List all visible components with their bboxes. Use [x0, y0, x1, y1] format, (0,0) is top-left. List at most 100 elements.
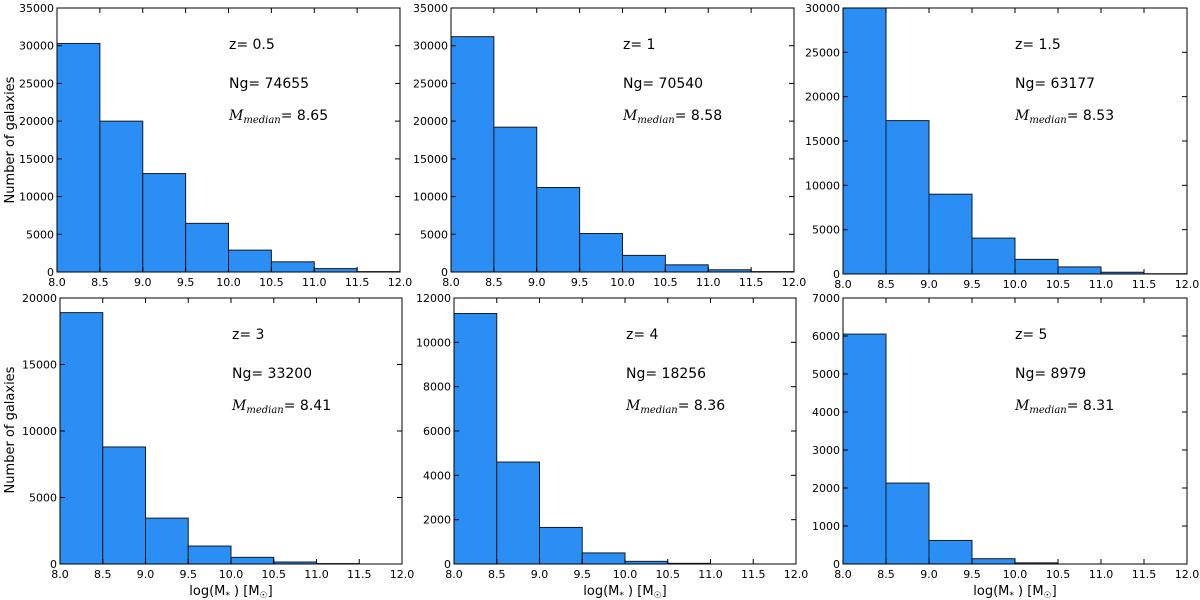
x-tick-label: 9.5: [963, 278, 981, 291]
y-tick-label: 10000: [22, 425, 57, 438]
y-tick-label: 10000: [413, 191, 448, 204]
y-tick-label: 0: [833, 268, 840, 281]
y-tick-label: 30000: [805, 2, 840, 15]
x-tick-label: 10.5: [653, 276, 678, 289]
y-tick-label: 3000: [812, 444, 840, 457]
x-tick-label: 12.0: [1175, 568, 1200, 581]
x-tick-label: 11.5: [739, 276, 764, 289]
histogram-bar: [885, 482, 930, 565]
x-tick-label: 10.5: [1046, 568, 1071, 581]
y-tick-label: 4000: [423, 469, 451, 482]
x-tick-label: 8.0: [834, 278, 852, 291]
histogram-bar: [59, 312, 104, 565]
histogram-bar: [313, 268, 358, 273]
histogram-bar: [453, 313, 498, 565]
x-tick-label: 9.0: [134, 276, 152, 289]
y-tick-label: 20000: [413, 115, 448, 128]
x-tick-label: 11.0: [698, 568, 723, 581]
x-tick-label: 11.0: [696, 276, 721, 289]
x-tick-label: 8.5: [485, 276, 503, 289]
x-tick-label: 10.0: [219, 568, 244, 581]
y-tick-label: 25000: [413, 77, 448, 90]
x-tick-label: 11.5: [347, 568, 372, 581]
x-tick-label: 12.0: [782, 276, 807, 289]
histogram-bar: [56, 42, 101, 273]
panel-z=1.5: 0 5000 10000 15000 20000 25000 30000 8.0 8.5 9.0 9…: [805, 2, 1199, 291]
x-tick-label: 8.5: [94, 568, 112, 581]
y-tick-label: 15000: [22, 359, 57, 372]
galaxy-count-label: Ng= 70540: [623, 76, 703, 92]
median-mass-label: Mmedian= 8.65: [228, 108, 328, 126]
y-tick-label: 2000: [423, 514, 451, 527]
histogram-bar: [971, 558, 1016, 565]
galaxy-count-label: Ng= 74655: [229, 76, 309, 92]
x-tick-label: 10.0: [1003, 278, 1028, 291]
histogram-bar: [496, 461, 540, 565]
histogram-bar: [230, 556, 275, 565]
x-tick-label: 10.0: [613, 568, 638, 581]
histogram-bar: [1057, 266, 1102, 275]
histogram-bar: [971, 237, 1016, 275]
x-tick-label: 11.5: [1132, 568, 1157, 581]
x-tick-label: 10.5: [262, 568, 287, 581]
histogram-bar: [842, 7, 887, 275]
y-tick-label: 5000: [812, 368, 840, 381]
y-tick-label: 20000: [22, 292, 57, 305]
x-tick-label: 9.0: [531, 568, 549, 581]
x-tick-label: 11.5: [1132, 278, 1157, 291]
histogram-bar: [539, 526, 583, 565]
histogram-bar: [142, 173, 187, 273]
y-tick-label: 0: [833, 558, 840, 571]
x-tick-label: 10.0: [1003, 568, 1028, 581]
histogram-bar: [928, 539, 973, 565]
histogram-bar: [581, 552, 626, 565]
x-tick-label: 8.5: [877, 278, 895, 291]
y-tick-label: 6000: [812, 330, 840, 343]
histogram-bar: [270, 261, 315, 273]
x-tick-label: 12.0: [784, 568, 809, 581]
x-tick-label: 10.0: [216, 276, 241, 289]
y-tick-label: 30000: [413, 40, 448, 53]
y-tick-label: 5000: [812, 224, 840, 237]
histogram-bar: [228, 249, 272, 273]
x-tick-label: 8.5: [91, 276, 109, 289]
x-tick-label: 8.0: [445, 568, 463, 581]
redshift-label: z= 0.5: [229, 37, 275, 53]
x-tick-label: 12.0: [388, 276, 413, 289]
x-tick-label: 11.0: [1089, 568, 1114, 581]
x-tick-label: 9.0: [137, 568, 155, 581]
x-tick-label: 9.5: [180, 568, 198, 581]
y-tick-label: 0: [50, 558, 57, 571]
y-tick-label: 15000: [19, 153, 54, 166]
y-tick-label: 20000: [805, 91, 840, 104]
x-tick-label: 8.0: [834, 568, 852, 581]
x-tick-label: 9.5: [574, 568, 592, 581]
median-mass-label: Mmedian= 8.53: [1014, 108, 1114, 126]
y-tick-label: 1000: [812, 520, 840, 533]
redshift-label: z= 3: [232, 327, 264, 343]
y-tick-label: 15000: [413, 153, 448, 166]
y-tick-label: 5000: [29, 492, 57, 505]
y-tick-label: 7000: [812, 292, 840, 305]
x-tick-label: 11.0: [1089, 278, 1114, 291]
x-tick-label: 10.5: [259, 276, 284, 289]
y-tick-label: 15000: [805, 135, 840, 148]
y-tick-label: 0: [47, 266, 54, 279]
redshift-label: z= 1.5: [1015, 37, 1061, 53]
histogram-bar: [99, 120, 144, 273]
median-mass-label: Mmedian= 8.58: [622, 108, 722, 126]
x-axis-label: log(M* ) [M☉]: [583, 584, 666, 600]
x-axis-label: log(M* ) [M☉]: [973, 584, 1056, 600]
redshift-label: z= 5: [1015, 327, 1047, 343]
histogram-bar: [928, 193, 973, 275]
x-tick-label: 8.0: [51, 568, 69, 581]
redshift-label: z= 4: [626, 327, 659, 343]
y-tick-label: 10000: [416, 336, 451, 349]
histogram-bar: [885, 120, 930, 275]
x-tick-label: 8.0: [48, 276, 66, 289]
y-tick-label: 12000: [416, 292, 451, 305]
x-tick-label: 11.5: [741, 568, 766, 581]
x-tick-label: 8.5: [488, 568, 506, 581]
x-tick-label: 8.5: [877, 568, 895, 581]
